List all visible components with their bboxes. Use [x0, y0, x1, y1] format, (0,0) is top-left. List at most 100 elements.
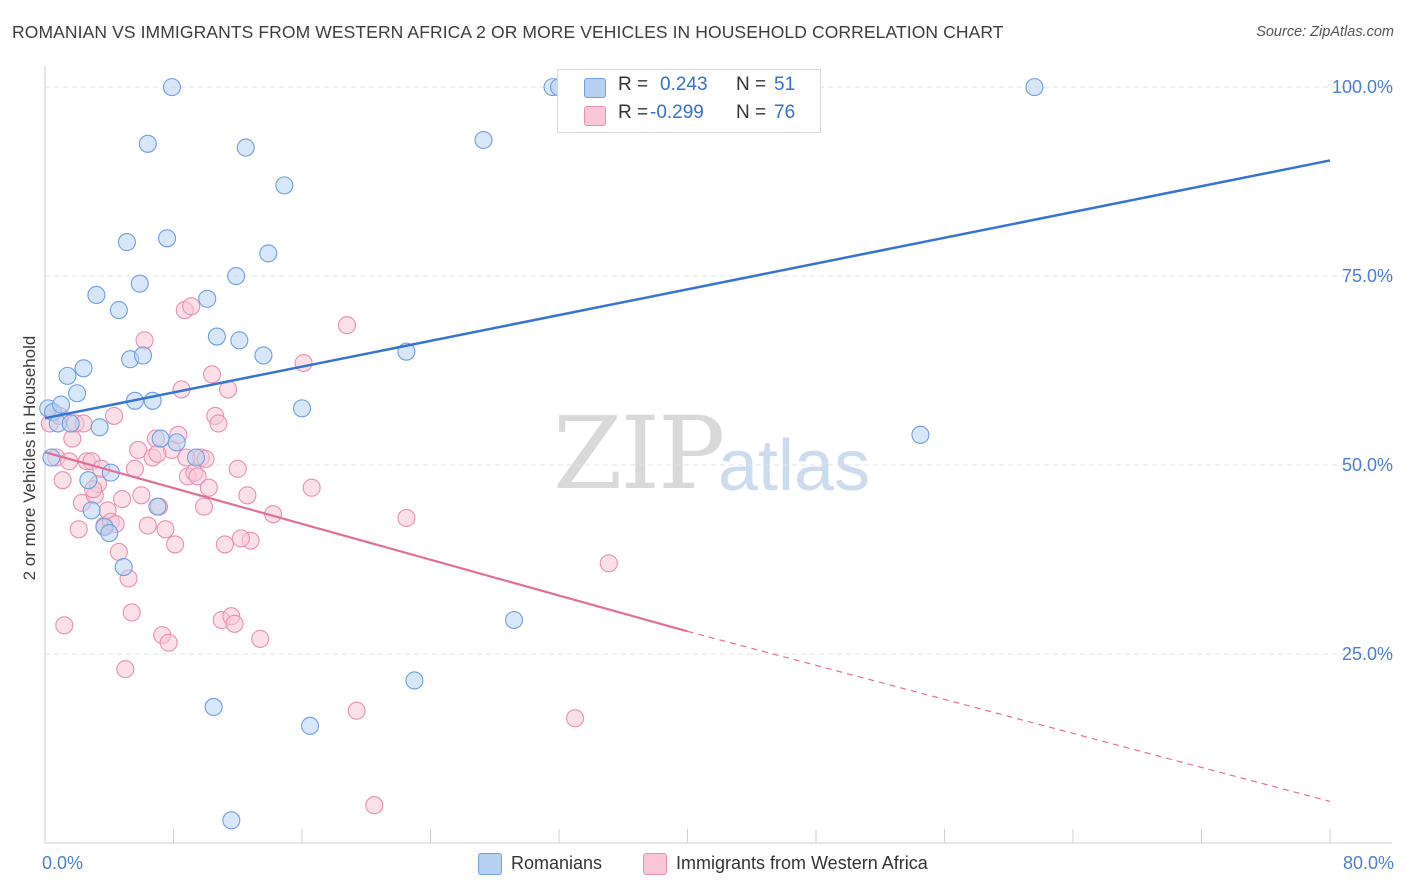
immigrants-point — [55, 616, 74, 635]
watermark-atlas: atlas — [718, 426, 871, 506]
legend-label-immigrants: Immigrants from Western Africa — [676, 853, 928, 873]
immigrants-point — [116, 660, 135, 679]
romanians-point — [74, 359, 93, 378]
romanians-point — [114, 558, 133, 577]
immigrants-point — [109, 542, 128, 562]
grid-lines — [45, 86, 1392, 655]
romanians-point — [911, 425, 930, 444]
x-axis-min-label: 0.0% — [42, 853, 84, 873]
romanians-point — [130, 274, 149, 293]
immigrants-point — [129, 440, 148, 459]
romanians-n-value: 51 — [774, 74, 796, 95]
immigrants-point — [113, 490, 132, 509]
immigrants-swatch — [584, 106, 606, 126]
immigrants-point — [69, 520, 88, 539]
x-axis-max-label: 80.0% — [1342, 853, 1394, 873]
immigrants-point — [228, 459, 247, 478]
immigrants-point — [53, 471, 72, 490]
stats-box: R = 0.243 N = 51 R = -0.299 N = 76 — [557, 69, 821, 133]
immigrants-point — [148, 444, 167, 463]
romanians-point — [133, 346, 153, 365]
immigrants-trend-extension — [687, 630, 1331, 803]
immigrants-point — [347, 701, 366, 720]
romanians-point — [109, 301, 128, 320]
r-label: R = — [618, 74, 649, 95]
romanians-point — [90, 418, 109, 437]
romanians-point — [151, 429, 170, 448]
romanians-swatch — [584, 78, 606, 98]
stats-row-romanians: R = 0.243 N = 51 — [558, 72, 820, 100]
immigrants-point — [188, 467, 207, 486]
immigrants-point — [215, 535, 234, 554]
romanians-point — [222, 811, 241, 830]
axes — [44, 66, 1392, 844]
romanians-legend-swatch — [478, 853, 502, 875]
y-tick-label: 100.0% — [1332, 77, 1393, 97]
immigrants-point — [302, 478, 321, 497]
romanians-point — [1025, 78, 1044, 97]
legend-label-romanians: Romanians — [511, 853, 603, 873]
romanians-point — [61, 414, 80, 433]
romanians-point — [300, 716, 320, 735]
immigrants-r-value: -0.299 — [650, 102, 704, 123]
romanians-point — [259, 244, 278, 263]
legend: Romanians Immigrants from Western Africa — [0, 851, 1406, 879]
immigrants-point — [397, 508, 416, 528]
romanians-point — [68, 384, 87, 403]
immigrants-point — [566, 709, 585, 728]
stats-row-immigrants: R = -0.299 N = 76 — [558, 100, 820, 128]
romanians-point — [198, 289, 217, 308]
romanians-point — [227, 267, 246, 286]
immigrants-point — [238, 486, 257, 505]
immigrants-point — [105, 406, 124, 425]
immigrants-point — [138, 516, 157, 535]
romanians-point — [79, 471, 98, 490]
romanians-point — [117, 233, 136, 252]
romanians-point — [52, 395, 71, 414]
n-label: N = — [736, 102, 767, 123]
romanians-point — [58, 366, 77, 385]
immigrants-point — [251, 629, 270, 648]
immigrants-point — [599, 554, 618, 573]
romanians-point — [474, 130, 493, 150]
immigrants-n-value: 76 — [774, 102, 796, 123]
y-tick-label: 25.0% — [1342, 644, 1393, 664]
immigrants-point — [156, 520, 175, 539]
romanians-point — [148, 497, 167, 516]
immigrants-point — [337, 316, 357, 335]
immigrants-point — [122, 603, 141, 622]
immigrants-point — [166, 535, 185, 554]
immigrants-point — [209, 414, 228, 433]
immigrants-point — [365, 796, 384, 815]
chart-title: ROMANIAN VS IMMIGRANTS FROM WESTERN AFRI… — [12, 22, 1004, 42]
immigrants-point — [294, 353, 313, 373]
romanians-point — [207, 327, 226, 346]
immigrants-points — [40, 297, 618, 815]
romanians-r-value: 0.243 — [660, 74, 708, 95]
romanians-point — [186, 448, 206, 467]
romanians-point — [504, 610, 524, 630]
immigrants-point — [194, 497, 214, 516]
romanians-point — [275, 176, 294, 195]
romanians-point — [204, 697, 223, 716]
source-label: Source: ZipAtlas.com — [1256, 24, 1394, 40]
romanians-point — [158, 229, 177, 248]
immigrants-point — [132, 486, 151, 505]
immigrants-point — [135, 331, 154, 350]
y-tick-label: 50.0% — [1342, 455, 1393, 475]
romanians-point — [254, 346, 273, 365]
immigrants-point — [159, 633, 178, 652]
immigrants-point — [63, 429, 82, 448]
romanians-point — [100, 524, 119, 543]
r-label: R = — [618, 102, 649, 123]
y-tick-labels: 25.0% 50.0% 75.0% 100.0% — [1332, 77, 1393, 664]
y-tick-label: 75.0% — [1342, 266, 1393, 286]
romanians-point — [167, 433, 186, 452]
immigrants-point — [225, 614, 244, 633]
romanians-point — [138, 134, 157, 153]
immigrants-point — [231, 529, 251, 548]
immigrants-trend-line — [44, 451, 688, 633]
romanians-point — [162, 78, 181, 97]
immigrants-legend-swatch — [643, 853, 667, 875]
